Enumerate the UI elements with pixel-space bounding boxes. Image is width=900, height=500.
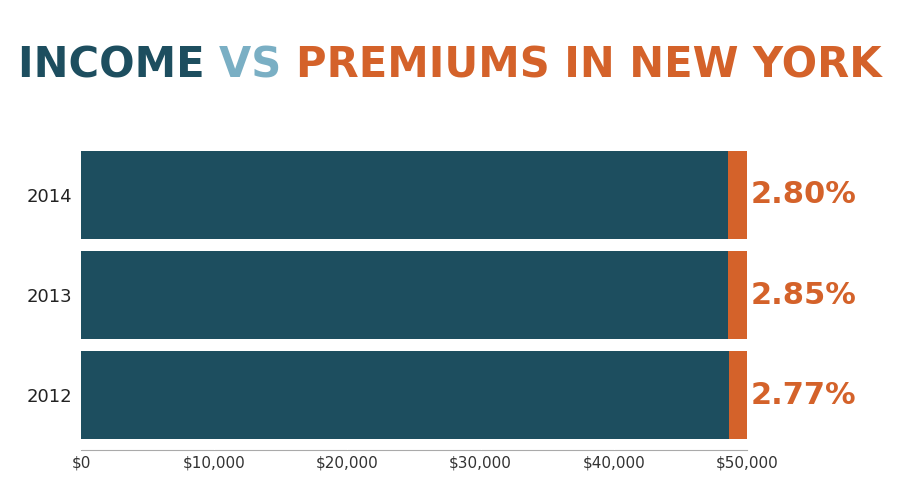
Bar — [728, 251, 747, 339]
Bar — [728, 151, 747, 239]
Bar — [81, 151, 728, 239]
Text: VS: VS — [220, 44, 296, 86]
Text: PREMIUMS IN NEW YORK: PREMIUMS IN NEW YORK — [296, 44, 882, 86]
Bar — [81, 351, 729, 439]
Bar — [729, 351, 747, 439]
Text: 2.80%: 2.80% — [751, 180, 857, 210]
Text: 2.85%: 2.85% — [751, 280, 857, 310]
Text: INCOME: INCOME — [18, 44, 220, 86]
Bar — [81, 251, 728, 339]
Text: 2.77%: 2.77% — [751, 380, 857, 410]
